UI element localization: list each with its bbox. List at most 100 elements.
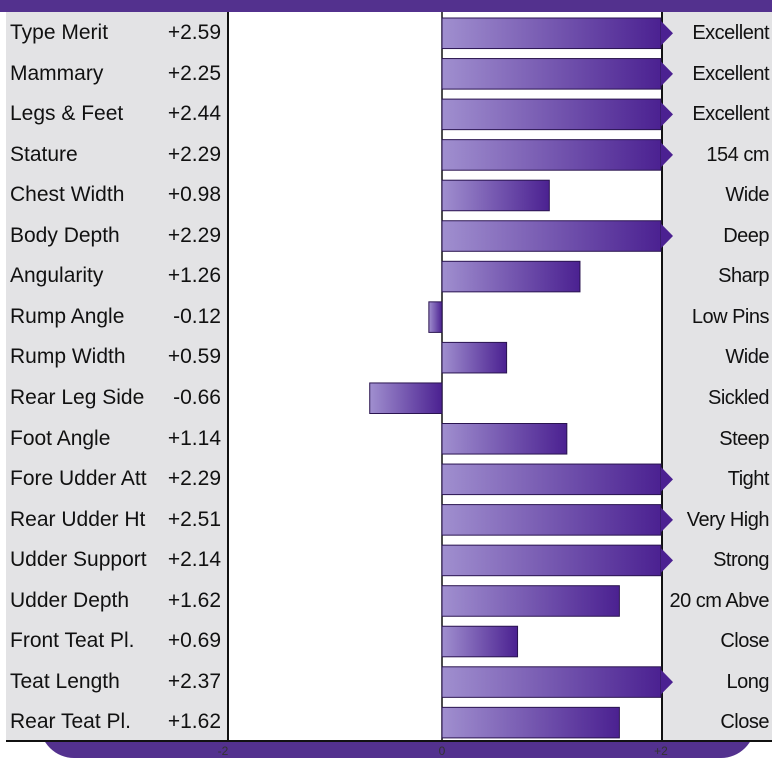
trait-name: Foot Angle <box>10 426 111 450</box>
trait-name: Udder Depth <box>10 588 130 612</box>
trait-descriptor: 154 cm <box>706 143 769 166</box>
trait-descriptor: Close <box>720 711 769 734</box>
bar-8 <box>441 341 508 374</box>
trait-descriptor: Steep <box>719 427 769 450</box>
bar-9 <box>369 382 443 415</box>
bar-0 <box>441 17 673 50</box>
bar-rect <box>441 463 662 496</box>
bar-rect <box>441 706 620 739</box>
trait-descriptor: Sharp <box>718 265 769 288</box>
trait-value: +1.62 <box>167 588 221 612</box>
trait-label-panel <box>6 12 229 742</box>
trait-value: +2.44 <box>167 102 221 126</box>
bar-10 <box>441 423 568 455</box>
bar-1 <box>441 58 673 90</box>
bar-rect <box>369 382 443 415</box>
trait-name: Type Merit <box>10 21 109 44</box>
trait-value: +2.29 <box>167 467 221 491</box>
bar-overflow-arrow <box>661 669 673 695</box>
trait-name: Front Teat Pl. <box>10 629 135 653</box>
bar-overflow-arrow <box>661 21 673 46</box>
bar-overflow-arrow <box>661 548 673 573</box>
bar-4 <box>441 179 550 212</box>
trait-name: Rear Leg Side <box>10 385 145 409</box>
bar-14 <box>441 585 620 617</box>
bar-rect <box>441 666 662 698</box>
plot-area <box>229 12 661 742</box>
trait-name: Angularity <box>10 264 104 288</box>
trait-descriptor: Close <box>720 630 769 653</box>
bar-6 <box>441 260 581 293</box>
trait-descriptor: Tight <box>727 468 770 491</box>
trait-value: +1.62 <box>167 710 221 734</box>
trait-value: +2.51 <box>167 507 221 531</box>
bar-rect <box>441 423 568 455</box>
trait-value: +2.14 <box>167 548 221 572</box>
bar-5 <box>441 220 673 252</box>
trait-value: +2.29 <box>167 223 221 247</box>
trait-descriptor: Deep <box>723 224 769 247</box>
trait-name: Mammary <box>10 61 104 85</box>
bar-15 <box>441 625 519 658</box>
trait-value: +0.59 <box>167 345 221 369</box>
trait-name: Rear Udder Ht <box>10 507 146 531</box>
x-tick-label: 0 <box>438 744 446 758</box>
trait-descriptor: Wide <box>725 346 769 369</box>
trait-value: -0.66 <box>173 385 221 409</box>
trait-descriptor: Long <box>726 670 770 693</box>
bar-12 <box>441 504 673 536</box>
bar-13 <box>441 544 673 577</box>
trait-value: +2.29 <box>167 142 221 166</box>
bar-11 <box>441 463 673 496</box>
bar-rect <box>441 504 662 536</box>
x-tick-label: -2 <box>217 744 229 758</box>
trait-name: Teat Length <box>10 669 120 693</box>
bar-overflow-arrow <box>661 223 673 249</box>
trait-value: +2.37 <box>167 669 221 693</box>
bar-17 <box>441 706 620 739</box>
bar-overflow-arrow <box>661 142 673 168</box>
bottom-band <box>0 742 772 762</box>
trait-descriptor: Strong <box>713 549 769 572</box>
descriptor-panel <box>661 12 772 742</box>
trait-descriptor: Excellent <box>692 22 769 44</box>
bottom-rule <box>6 740 772 742</box>
bar-overflow-arrow <box>661 507 673 533</box>
trait-name: Udder Support <box>10 548 147 572</box>
trait-descriptor: Wide <box>725 184 769 207</box>
bar-rect <box>441 179 550 212</box>
x-tick-label: +2 <box>654 744 668 758</box>
trait-name: Legs & Feet <box>10 102 124 126</box>
trait-descriptor: Low Pins <box>691 305 770 328</box>
trait-value: +0.69 <box>167 629 221 653</box>
trait-value: -0.12 <box>173 304 221 328</box>
bar-overflow-arrow <box>661 102 673 127</box>
bar-rect <box>441 260 581 293</box>
trait-name: Body Depth <box>10 223 120 247</box>
bar-rect <box>441 544 662 577</box>
top-band <box>0 0 772 12</box>
bar-rect <box>441 98 662 131</box>
bar-7 <box>428 301 443 333</box>
bar-rect <box>441 625 519 658</box>
trait-descriptor: Sickled <box>708 386 769 409</box>
bar-rect <box>441 220 662 252</box>
bar-overflow-arrow <box>661 61 673 87</box>
bar-rect <box>441 139 662 171</box>
trait-value: +2.59 <box>167 21 221 44</box>
trait-descriptor: 20 cm Abve <box>669 589 769 612</box>
trait-value: +1.14 <box>167 426 221 450</box>
bar-2 <box>441 98 673 131</box>
trait-value: +1.26 <box>167 264 221 288</box>
bar-rect <box>441 585 620 617</box>
trait-name: Rump Width <box>10 345 126 369</box>
trait-name: Rear Teat Pl. <box>10 710 132 734</box>
bar-overflow-arrow <box>661 467 673 492</box>
trait-name: Rump Angle <box>10 304 125 328</box>
bar-3 <box>441 139 673 171</box>
trait-value: +2.25 <box>167 61 221 85</box>
trait-name: Chest Width <box>10 183 125 207</box>
bar-rect <box>441 17 662 50</box>
trait-descriptor: Very High <box>686 508 770 531</box>
